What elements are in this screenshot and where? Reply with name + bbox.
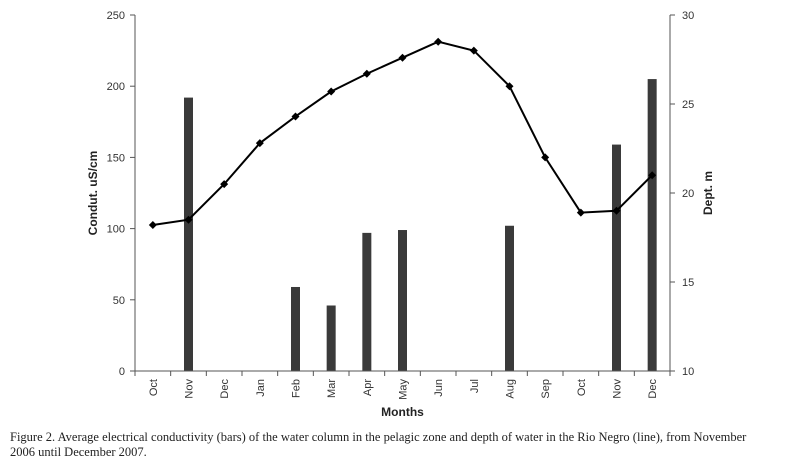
line-marker: [612, 206, 621, 215]
line-marker: [220, 180, 229, 189]
x-tick-label: Mar: [326, 379, 338, 398]
x-tick-label: Apr: [362, 379, 374, 396]
y-left-tick-label: 200: [107, 81, 125, 93]
figure-caption: Figure 2. Average electrical conductivit…: [10, 430, 795, 460]
line-marker: [541, 153, 550, 162]
line-series: [148, 37, 657, 230]
bar: [398, 230, 407, 371]
x-tick-label: Aug: [505, 379, 517, 399]
y-right-tick-label: 15: [682, 277, 694, 289]
y-left-tick-label: 150: [107, 152, 125, 164]
line-marker: [398, 53, 407, 62]
caption-line-1: Figure 2. Average electrical conductivit…: [10, 430, 747, 444]
x-tick-label: Dec: [647, 379, 659, 399]
bar: [362, 232, 372, 371]
x-tick-label: Dec: [219, 379, 231, 399]
y-right-tick-label: 10: [682, 366, 694, 378]
line-marker: [291, 112, 300, 121]
y-right-tick-label: 25: [682, 99, 694, 111]
line-marker: [469, 46, 478, 55]
y-left-tick-label: 250: [107, 10, 125, 22]
x-tick-label: Nov: [184, 379, 196, 399]
x-tick-label: Oct: [576, 379, 588, 396]
y-right-tick-label: 30: [682, 10, 694, 22]
x-axis-title: Months: [381, 405, 424, 419]
x-tick-label: Oct: [148, 379, 160, 396]
y-axis-left-title: Condut. uS/cm: [86, 151, 100, 236]
line-marker: [362, 69, 371, 78]
bar: [291, 286, 300, 371]
line-marker: [648, 171, 657, 180]
line-marker: [148, 221, 157, 230]
x-tick-label: Jun: [433, 379, 445, 397]
depth-line: [152, 40, 653, 227]
axes: 0 50 100 150 200 250 10 15 20 25 30 Oct Nov Dec Jan Feb…: [107, 10, 695, 400]
bar: [184, 97, 193, 371]
y-left-tick-label: 50: [113, 295, 125, 307]
y-left-tick-label: 0: [119, 366, 125, 378]
line-marker: [505, 82, 514, 91]
combo-chart: 0 50 100 150 200 250 10 15 20 25 30 Oct Nov Dec Jan Feb…: [86, 10, 715, 419]
line-marker: [327, 87, 336, 96]
x-tick-label: Nov: [612, 379, 624, 399]
y-right-tick-label: 20: [682, 188, 694, 200]
x-tick-label: May: [398, 379, 410, 400]
line-marker: [434, 37, 443, 46]
x-tick-label: Jan: [255, 379, 267, 397]
bar: [612, 144, 621, 371]
line-marker: [255, 139, 264, 148]
caption-line-2: 2006 until December 2007.: [10, 445, 147, 459]
bar: [647, 79, 657, 371]
y-left-tick-label: 100: [107, 224, 125, 236]
bar: [505, 225, 514, 371]
y-axis-right-title: Dept. m: [701, 171, 715, 215]
line-marker: [576, 208, 585, 217]
bar: [326, 305, 336, 371]
bar-series: [184, 79, 657, 371]
x-tick-label: Feb: [291, 379, 303, 398]
x-tick-label: Jul: [469, 379, 481, 393]
line-marker: [184, 215, 193, 224]
x-tick-label: Sep: [540, 379, 552, 399]
